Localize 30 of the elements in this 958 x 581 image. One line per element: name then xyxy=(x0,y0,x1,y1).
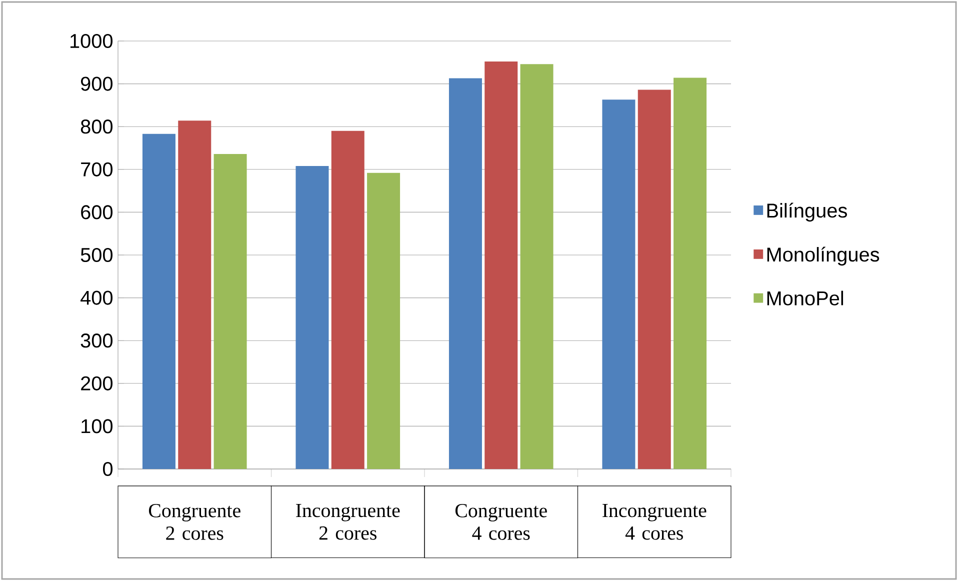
bar xyxy=(214,154,247,469)
y-tick-label: 200 xyxy=(81,376,113,390)
legend-label: Bilíngues xyxy=(767,202,847,222)
legend-label: MonoPel xyxy=(767,290,844,306)
y-tick-label: 400 xyxy=(80,290,113,305)
bar xyxy=(331,130,364,469)
y-tick-label: 300 xyxy=(80,334,113,348)
bar xyxy=(484,62,518,469)
y-tick-label: 800 xyxy=(80,120,113,134)
x-tick-label: Incongruente 4 cores xyxy=(602,504,706,540)
legend-label: Monolíngues xyxy=(767,246,880,266)
y-tick-label: 100 xyxy=(82,419,113,434)
y-tick-label: 500 xyxy=(80,248,113,262)
bar xyxy=(638,90,671,469)
bar xyxy=(674,78,707,469)
bar xyxy=(142,134,176,469)
bar xyxy=(448,78,482,469)
bar xyxy=(520,64,554,469)
bar xyxy=(602,100,636,469)
y-tick-label: 700 xyxy=(81,162,113,176)
y-tick-label: 0 xyxy=(102,462,113,476)
x-tick-label: Congruente 2 cores xyxy=(148,504,240,540)
bar xyxy=(296,166,329,469)
y-tick-label: 1000 xyxy=(70,34,113,48)
x-tick-label: Incongruente 2 cores xyxy=(296,504,400,540)
y-tick-label: 900 xyxy=(81,76,113,91)
y-tick-label: 600 xyxy=(81,205,113,220)
bar xyxy=(367,172,400,469)
bar xyxy=(178,120,212,469)
x-tick-label: Congruente 4 cores xyxy=(455,504,547,540)
